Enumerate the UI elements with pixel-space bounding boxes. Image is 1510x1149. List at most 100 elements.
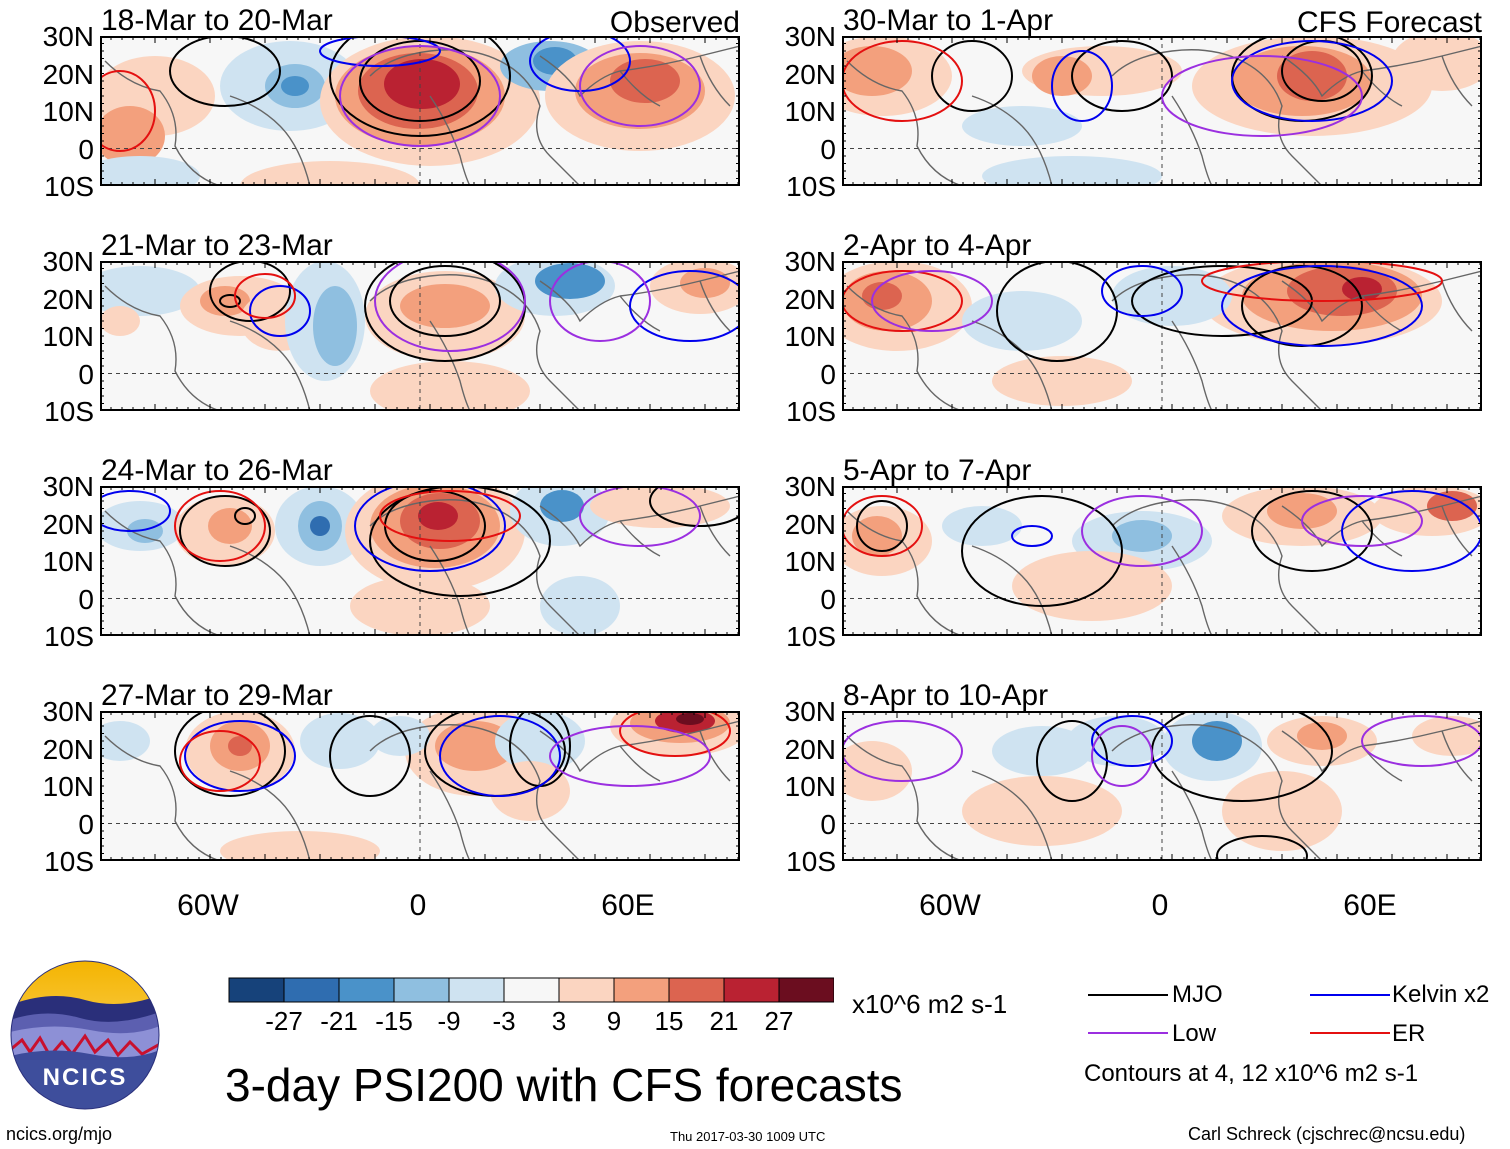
kelvin-contour (354, 486, 506, 572)
psi-anomaly-shade (842, 741, 912, 801)
panel-source-label: CFS Forecast (1296, 6, 1482, 39)
psi-anomaly-shade (300, 713, 380, 769)
map-panel (842, 261, 1482, 411)
mjo-contour (1251, 490, 1373, 572)
colorbar-tick-label: -21 (320, 1006, 358, 1036)
lon-label: 60E (601, 889, 655, 922)
low-contour (549, 261, 651, 342)
psi-anomaly-shade (310, 516, 330, 536)
map-panel (100, 486, 740, 636)
psi-anomaly-shade (418, 502, 458, 530)
lon-label: 60W (919, 889, 981, 922)
low-contour (842, 720, 963, 782)
lat-label: 20N (784, 508, 836, 540)
mjo-contour (174, 711, 286, 797)
panel-title: 18-Mar to 20-Mar (101, 4, 333, 37)
low-contour (871, 270, 993, 332)
colorbar-swatch (448, 977, 505, 1003)
colorbar-swatch (558, 977, 615, 1003)
lat-label: 10N (784, 321, 836, 352)
footer-author: Carl Schreck (cjschrec@ncsu.edu) (1188, 1124, 1466, 1144)
lon-label: 0 (1151, 889, 1169, 922)
panel-title: 27-Mar to 29-Mar (101, 679, 333, 712)
er-contour (379, 490, 521, 542)
coastline (104, 720, 740, 861)
panel-title: 5-Apr to 7-Apr (843, 454, 1032, 487)
lat-label: 10S (786, 621, 836, 652)
contour-note: Contours at 4, 12 x10^6 m2 s-1 (1084, 1060, 1419, 1087)
psi-anomaly-shade (1277, 51, 1347, 101)
mjo-contour (961, 495, 1123, 607)
low-contour (1161, 55, 1363, 137)
lat-label: 0 (820, 358, 836, 390)
psi-anomaly-shade (127, 519, 163, 543)
colorbar-swatch (393, 977, 450, 1003)
psi-anomaly-shade (992, 356, 1132, 406)
psi-anomaly-shade (590, 486, 730, 528)
kelvin-contour (1011, 525, 1053, 547)
psi-anomaly-shade (842, 46, 912, 96)
lat-label: 10S (786, 171, 836, 202)
lat-label: 0 (820, 583, 836, 615)
colorbar-swatch (338, 977, 395, 1003)
mjo-contour (169, 36, 281, 107)
psi-anomaly-shade (220, 831, 380, 861)
low-contour (374, 261, 526, 352)
psi-anomaly-shade (228, 736, 252, 756)
lat-label: 10S (44, 171, 94, 202)
kelvin-contour (1091, 715, 1173, 767)
legend-label-er: ER (1392, 1020, 1426, 1047)
mjo-contour (856, 500, 908, 552)
lon-label: 60W (177, 889, 239, 922)
lat-label: 10S (786, 846, 836, 877)
lat-label: 10N (42, 96, 94, 127)
map-panel (842, 36, 1482, 186)
psi-anomaly-shade (1112, 520, 1172, 552)
lat-label: 20N (42, 58, 94, 90)
mjo-contour (1071, 40, 1173, 112)
mjo-contour (389, 265, 501, 337)
psi-anomaly-shade (208, 508, 252, 544)
legend-label-low: Low (1172, 1020, 1217, 1047)
kelvin-contour (629, 270, 740, 342)
psi-anomaly-shade (982, 156, 1162, 186)
psi-anomaly-shade (1267, 493, 1337, 529)
lat-label: 0 (78, 808, 94, 840)
panel-title: 8-Apr to 10-Apr (843, 679, 1049, 712)
kelvin-contour (319, 36, 441, 67)
lat-label: 0 (78, 583, 94, 615)
low-contour (1081, 495, 1203, 567)
lat-label: 30N (42, 21, 94, 52)
lat-label: 0 (78, 133, 94, 165)
legend-label-mjo: MJO (1172, 981, 1223, 1008)
lat-label: 0 (820, 133, 836, 165)
psi-anomaly-shade (370, 361, 530, 411)
kelvin-contour (249, 285, 311, 337)
psi-anomaly-shade (100, 306, 140, 336)
psi-anomaly-shade (384, 59, 460, 109)
kelvin-contour (1221, 265, 1423, 347)
lat-label: 10N (42, 321, 94, 352)
psi-anomaly-shade (313, 286, 357, 366)
er-contour (619, 711, 731, 757)
colorbar-tick-label: 27 (764, 1006, 794, 1036)
psi-anomaly-shade (370, 716, 430, 756)
lat-label: 10N (42, 546, 94, 577)
colorbar-tick-label: -9 (437, 1006, 461, 1036)
low-contour (579, 486, 701, 547)
psi-anomaly-shade (676, 713, 704, 725)
colorbar-tick-label: -27 (265, 1006, 303, 1036)
colorbar-tick-label: 9 (606, 1006, 622, 1036)
colorbar-tick-label: 15 (654, 1006, 684, 1036)
lat-label: 10N (42, 771, 94, 802)
psi-anomaly-shade (1297, 722, 1347, 750)
psi-anomaly-shade (100, 721, 150, 761)
lat-label: 0 (78, 358, 94, 390)
footer-url[interactable]: ncics.org/mjo (6, 1124, 113, 1144)
legend-label-kelvin: Kelvin x2 (1392, 981, 1490, 1008)
er-contour (1201, 261, 1443, 302)
er-contour (234, 273, 296, 319)
lat-label: 30N (784, 471, 836, 502)
kelvin-contour (1101, 265, 1183, 317)
kelvin-contour (100, 490, 171, 532)
